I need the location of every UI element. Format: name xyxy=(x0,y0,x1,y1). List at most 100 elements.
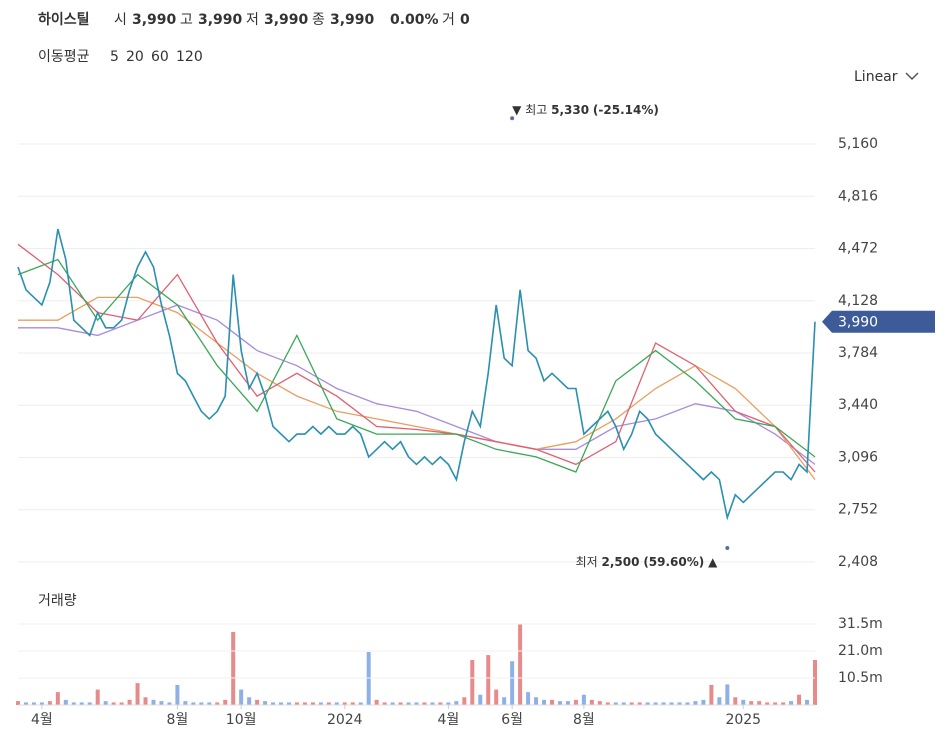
volume-bar xyxy=(286,702,291,705)
volume-bar xyxy=(534,697,539,705)
volume-bar xyxy=(629,702,634,705)
volume-bar xyxy=(390,702,395,705)
volume-bar xyxy=(693,701,698,705)
volume-bar xyxy=(645,702,650,705)
volume-bar xyxy=(135,683,140,705)
extreme-annotation: ▼ 최고 5,330 (-25.14%) xyxy=(512,103,659,117)
volume-bar xyxy=(167,702,172,705)
volume-bar xyxy=(31,702,36,705)
volume-bar xyxy=(263,701,268,705)
y-tick-label: 3,784 xyxy=(838,345,878,361)
high-label: 고 xyxy=(180,12,193,28)
annotation-text: 최저 xyxy=(576,554,598,568)
price-line xyxy=(17,228,816,521)
x-tick-label: 4월 xyxy=(437,712,459,728)
volume-bar xyxy=(597,701,602,705)
volume-bar xyxy=(797,694,802,705)
volume-bar xyxy=(773,702,778,705)
volume-value: 0 xyxy=(460,12,470,28)
scale-mode[interactable]: Linear xyxy=(854,69,898,85)
volume-bar xyxy=(637,702,642,705)
volume-bar xyxy=(71,702,76,705)
volume-bar xyxy=(589,699,594,705)
annotation-text: 5,330 xyxy=(551,103,589,117)
volume-bar xyxy=(518,623,523,705)
dropdown-arrow xyxy=(905,72,919,81)
volume-bar xyxy=(789,701,794,705)
x-tick-label: 8월 xyxy=(573,712,595,728)
volume-bar xyxy=(294,702,299,705)
volume-bar xyxy=(127,699,132,705)
x-tick-label: 6월 xyxy=(501,712,523,728)
moving-average-line xyxy=(18,304,816,465)
volume-bar xyxy=(39,702,44,705)
annotation-text: (-25.14%) xyxy=(593,103,659,117)
volume-bar xyxy=(143,697,148,705)
volume-bar xyxy=(653,702,658,705)
volume-bar xyxy=(749,701,754,705)
volume-bar xyxy=(605,702,610,705)
volume-bar xyxy=(486,655,491,705)
volume-bar xyxy=(494,689,499,705)
volume-bar xyxy=(63,699,68,705)
volume-bar xyxy=(581,694,586,705)
open-label: 시 xyxy=(114,12,127,28)
y-tick-label: 4,128 xyxy=(838,293,878,309)
volume-bar xyxy=(781,702,786,705)
volume-bar xyxy=(557,701,562,705)
volume-bar xyxy=(805,699,810,705)
volume-bar xyxy=(350,702,355,705)
legend-entry: 20 xyxy=(126,49,144,65)
volume-bar xyxy=(813,659,817,705)
y-tick-label: 3,440 xyxy=(838,397,878,413)
change-value: 0.00% xyxy=(390,12,439,28)
legend-entry: 120 xyxy=(176,49,203,65)
volume-bar xyxy=(565,701,570,705)
close-label: 종 xyxy=(312,12,325,28)
volume-bar xyxy=(613,702,618,705)
low-value: 3,990 xyxy=(264,12,309,28)
volume-bar xyxy=(87,702,92,705)
volume-bar xyxy=(502,697,507,705)
volume-bar xyxy=(366,652,371,705)
header: 하이스틸 시 3,990 고 3,990 저 3,990 종 3,990 0.0… xyxy=(38,11,470,28)
extreme-point xyxy=(725,545,730,550)
volume-bar xyxy=(159,701,164,705)
volume-bar xyxy=(621,702,626,705)
volume-bar xyxy=(414,702,419,705)
volume-bar xyxy=(549,699,554,705)
x-tick-label: 4월 xyxy=(31,712,53,728)
low-label: 저 xyxy=(246,12,259,28)
volume-bar xyxy=(326,702,331,705)
annotation-arrow: ▲ xyxy=(708,554,718,568)
volume-bar xyxy=(526,692,531,705)
y-tick-label: 10.5m xyxy=(838,670,883,686)
moving-average-line xyxy=(17,243,816,473)
x-tick-label: 2024 xyxy=(327,712,363,728)
scale-dropdown[interactable]: Linear xyxy=(854,69,919,85)
annotation-text: 최고 xyxy=(525,103,547,117)
volume-bar xyxy=(215,702,220,705)
annotation-arrow: ▼ xyxy=(512,103,522,117)
extreme-point xyxy=(510,116,515,121)
volume-bar xyxy=(95,689,100,705)
volume-bar xyxy=(302,702,307,705)
volume-label: 거 xyxy=(442,12,455,28)
volume-bar xyxy=(462,697,467,705)
high-value: 3,990 xyxy=(198,12,243,28)
volume-bar xyxy=(231,631,236,705)
volume-bar xyxy=(438,702,443,705)
volume-bar xyxy=(310,702,315,705)
stock-name: 하이스틸 xyxy=(38,11,90,28)
volume-bar xyxy=(733,697,738,705)
volume-bar xyxy=(103,701,108,705)
volume-bar xyxy=(318,702,323,705)
legend: 이동평균 5 20 60 120 xyxy=(38,49,203,65)
volume-bar xyxy=(765,702,770,705)
volume-bar xyxy=(119,702,124,705)
volume-bar xyxy=(175,684,180,705)
volume-title: 거래량 xyxy=(38,593,77,609)
volume-bar xyxy=(23,702,28,705)
legend-entry: 5 xyxy=(110,49,119,65)
